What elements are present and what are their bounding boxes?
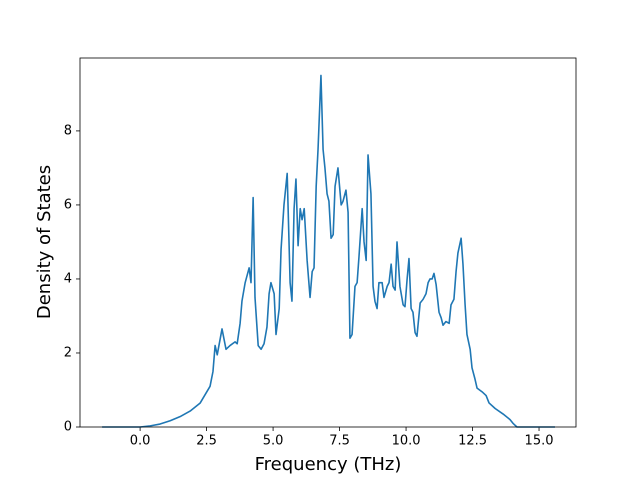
- x-axis-label: Frequency (THz): [255, 454, 402, 475]
- x-tick-label: 2.5: [196, 434, 217, 449]
- y-tick-label: 0: [64, 420, 72, 435]
- axes-frame: [79, 57, 577, 428]
- y-tick-label: 2: [64, 345, 72, 360]
- y-tick-label: 4: [64, 271, 72, 286]
- x-tick-label: 5.0: [263, 434, 284, 449]
- x-tick-label: 0.0: [130, 434, 151, 449]
- x-tick-label: 7.5: [329, 434, 350, 449]
- y-axis-label: Density of States: [34, 165, 55, 319]
- dos-line: [102, 74, 555, 428]
- y-tick-label: 8: [64, 123, 72, 138]
- x-tick-label: 15.0: [525, 434, 554, 449]
- x-tick-label: 12.5: [458, 434, 487, 449]
- x-tick-label: 10.0: [392, 434, 421, 449]
- y-tick-label: 6: [64, 197, 72, 212]
